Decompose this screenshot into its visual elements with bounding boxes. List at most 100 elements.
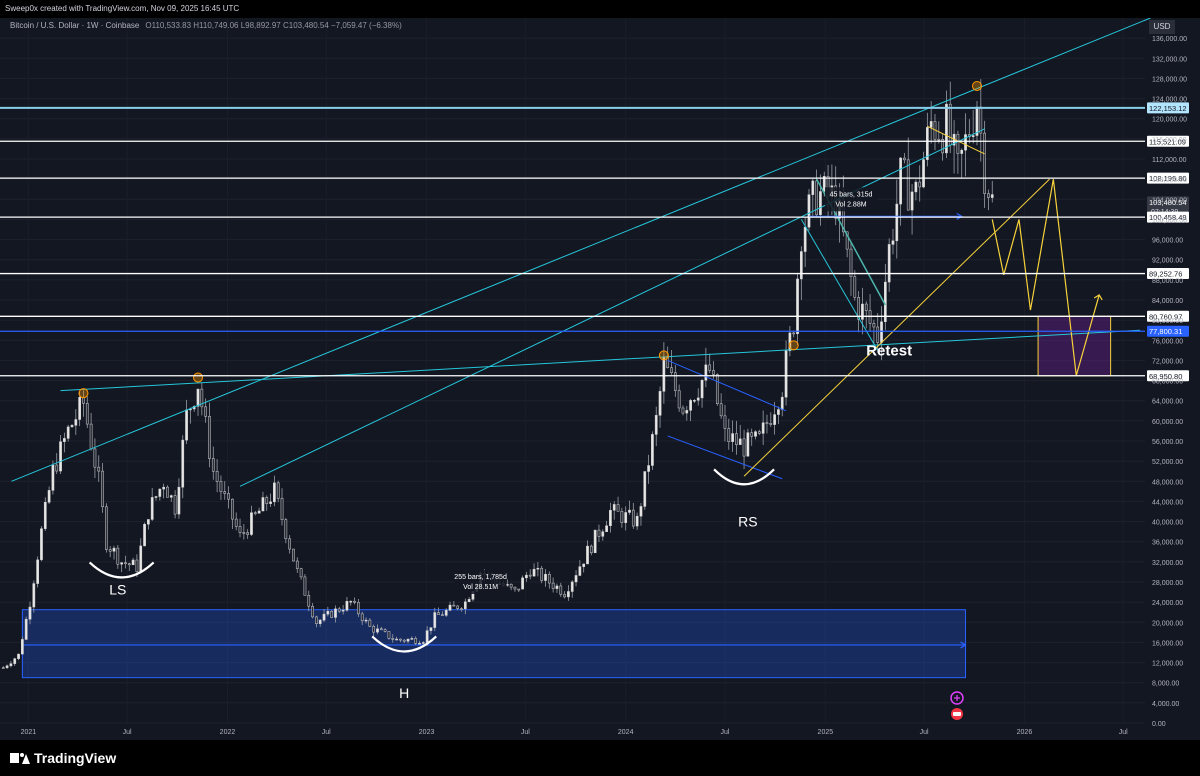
measure-box — [454, 570, 507, 594]
candle-body — [1, 667, 5, 669]
candle-body — [559, 585, 563, 595]
candle-body — [891, 240, 895, 245]
candle-body — [975, 106, 979, 136]
candle-body — [448, 604, 452, 611]
candle-body — [918, 181, 922, 188]
candle-body — [582, 563, 586, 567]
candle-body — [532, 568, 536, 577]
candle-body — [402, 639, 406, 642]
level-label-bg — [1147, 325, 1189, 337]
pattern-label: RS — [738, 514, 757, 530]
candle-body — [620, 511, 624, 523]
bull-flag-upper — [667, 359, 787, 412]
y-tick-label: 72,000.00 — [1152, 358, 1183, 365]
candle-body — [784, 350, 788, 398]
y-tick-label: 0.00 — [1152, 721, 1166, 728]
accumulation-zone — [21, 609, 967, 679]
projection-arrow — [1093, 294, 1103, 301]
candle-body — [609, 510, 612, 526]
level-label-bg — [1147, 268, 1189, 280]
y-axis[interactable]: 0.00 4,000.00 8,000.00 12,000.00 16,000.00 20… — [1152, 36, 1187, 728]
alert-icon[interactable] — [950, 691, 964, 705]
candle-body — [822, 176, 826, 192]
candle-body — [345, 601, 349, 611]
zones — [21, 315, 1112, 679]
level-label-bg — [1147, 211, 1189, 223]
candle-body — [979, 106, 983, 134]
level-label: 80,760.97 — [1149, 312, 1182, 321]
candle-body — [135, 559, 139, 572]
candle-body — [887, 244, 891, 283]
candle-body — [849, 248, 853, 277]
level-label: 115,521.09 — [1149, 137, 1186, 146]
price-chart[interactable]: 122,153.12 115,521.09 108,196.80 103,480.54… — [0, 18, 1200, 740]
horizontal-levels: 122,153.12 115,521.09 108,196.80 103,480.54… — [0, 102, 1189, 382]
currency-badge[interactable]: USD — [1149, 20, 1175, 34]
candle-body — [452, 604, 456, 607]
candle-body — [116, 547, 120, 565]
candle-body — [334, 608, 337, 618]
y-tick-label: 116,000.00 — [1152, 137, 1187, 144]
y-tick-label: 64,000.00 — [1152, 399, 1183, 406]
level-label: 103,480.54 — [1149, 198, 1187, 207]
candle-body — [964, 134, 967, 151]
chart-header: Sweep0x created with TradingView.com, No… — [0, 0, 1200, 18]
candle-body — [74, 419, 78, 426]
candle-body — [456, 605, 460, 609]
candle-body — [196, 388, 200, 407]
candle-body — [250, 512, 253, 535]
candle-body — [372, 626, 376, 633]
candle-body — [66, 426, 70, 439]
candle-body — [43, 502, 47, 529]
candle-body — [612, 504, 616, 511]
candle-body — [735, 433, 738, 445]
candle-body — [399, 638, 402, 641]
candle-body — [143, 523, 146, 547]
candle-body — [983, 132, 986, 194]
candle-body — [780, 396, 784, 410]
candle-body — [425, 630, 429, 643]
dividend-icon[interactable] — [951, 708, 963, 720]
candle-body — [857, 297, 860, 320]
y-tick-label: 68,000.00 — [1152, 379, 1183, 386]
neckline — [60, 329, 1141, 392]
candle-body — [246, 532, 250, 535]
candle-body — [570, 581, 574, 592]
y-tick-label: 112,000.00 — [1152, 157, 1187, 164]
candle-body — [872, 323, 876, 328]
candle-body — [631, 509, 635, 527]
measure-box — [824, 187, 877, 212]
level-label: 77,800.31 — [1149, 327, 1182, 336]
x-tick-label: 2021 — [21, 729, 37, 736]
x-axis[interactable]: 2021 Jul 2022 Jul 2023 Jul 2024 Jul 2025 Jul 2026 J… — [21, 729, 1129, 736]
candle-body — [429, 627, 433, 631]
candle-body — [227, 493, 230, 500]
measure-arrow-head — [956, 212, 963, 220]
candle-body — [410, 638, 414, 640]
candle-body — [284, 519, 288, 540]
candle-body — [861, 303, 864, 320]
candle-body — [689, 400, 692, 411]
tradingview-logo[interactable]: TradingView — [10, 750, 116, 766]
candle-body — [139, 545, 143, 572]
candle-body — [845, 231, 849, 250]
candle-body — [815, 180, 818, 216]
channel-down-lower — [800, 219, 879, 351]
candle-body — [647, 465, 650, 472]
candle-body — [750, 432, 754, 437]
candle-body — [269, 501, 272, 504]
level-label: 100,458.49 — [1149, 213, 1187, 222]
left-shoulder-arc — [88, 561, 155, 579]
y-tick-label: 36,000.00 — [1152, 540, 1183, 547]
candle-body — [147, 519, 150, 525]
x-tick-label: 2026 — [1017, 729, 1033, 736]
footer-brand: TradingView — [34, 750, 117, 766]
candle-body — [765, 422, 769, 424]
candle-body — [357, 602, 360, 615]
pivot-marker — [78, 388, 89, 399]
head-arc — [371, 635, 437, 653]
level-label-bg — [1147, 310, 1189, 322]
candle-body — [517, 588, 521, 591]
candle-body — [696, 397, 700, 401]
target-zone — [1037, 315, 1112, 377]
